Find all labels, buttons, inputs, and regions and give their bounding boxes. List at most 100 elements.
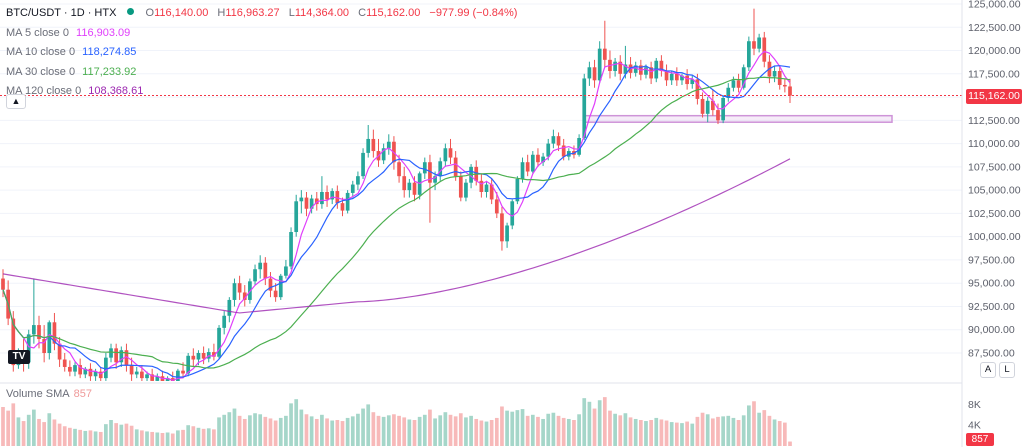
volume-bar (428, 409, 432, 446)
candle-body (222, 315, 227, 328)
candle-body (196, 353, 201, 360)
collapse-legend-chevron-icon[interactable]: ▲ (6, 94, 26, 109)
volume-bar (253, 413, 257, 446)
volume-bar (417, 416, 422, 446)
volume-value: 857 (73, 388, 92, 400)
candle-body (340, 203, 345, 211)
candlesticks (1, 8, 792, 381)
candle-body (37, 325, 41, 340)
volume-bar (407, 419, 412, 446)
candle-body (530, 154, 535, 172)
volume-bar (392, 414, 396, 446)
volume-bar (716, 416, 720, 446)
volume-bar (366, 404, 371, 446)
volume-bar (104, 424, 108, 446)
volume-bar (587, 401, 592, 446)
volume-bar (479, 420, 484, 446)
candle-body (366, 138, 371, 153)
volume-legend[interactable]: Volume SMA 857 (6, 388, 92, 400)
candle-body (685, 75, 689, 85)
candle-body (515, 178, 520, 202)
volume-bar (217, 417, 221, 446)
candle-body (181, 370, 185, 374)
volume-bar (695, 416, 700, 446)
indicator-ma10[interactable]: MA 10 close 0 118,274.85 (6, 43, 517, 63)
candle-body (448, 148, 453, 158)
candle-body (1, 278, 5, 290)
tradingview-logo: TV (8, 350, 30, 364)
candle-body (212, 352, 216, 357)
candle-body (62, 359, 67, 367)
volume-bar (299, 409, 304, 446)
indicator-label: MA 30 close 0 (6, 65, 76, 78)
candle-body (263, 262, 268, 279)
volume-bar (541, 418, 545, 446)
candle-body (88, 368, 93, 377)
volume-bar (757, 412, 761, 446)
volume-bar (16, 417, 21, 446)
volume-bar (98, 431, 103, 446)
volume-bar (62, 426, 67, 446)
volume-bar (674, 422, 679, 446)
volume-bar (515, 410, 520, 446)
log-scale-button[interactable]: L (999, 362, 1015, 378)
candle-body (458, 176, 463, 198)
volume-bar (443, 412, 448, 446)
volume-bar (566, 418, 571, 446)
candle-body (294, 201, 299, 233)
support-zone-rectangle[interactable] (584, 114, 893, 123)
volume-bar (762, 410, 767, 446)
volume-bar (242, 418, 247, 446)
chart-legend: BTC/USDT · 1D · HTX O116,140.00 H116,963… (6, 4, 517, 102)
price-axis[interactable]: 125,000.00 122,500.00 120,000.00 117,500.00… (968, 0, 1021, 360)
high-value: 116,963.27 (225, 7, 280, 19)
indicator-ma120[interactable]: MA 120 close 0 108,368.61 (6, 82, 517, 102)
volume-bar (700, 412, 705, 446)
volume-bar (381, 416, 386, 446)
volume-bar (206, 428, 211, 446)
candle-body (736, 80, 741, 88)
price-tick-label: 125,000.00 (968, 0, 1021, 11)
candle-body (258, 262, 263, 270)
volume-bar (433, 418, 437, 446)
indicator-ma30[interactable]: MA 30 close 0 117,233.92 (6, 63, 517, 83)
price-tick-label: 92,500.00 (968, 301, 1015, 313)
symbol-title[interactable]: BTC/USDT · 1D · HTX (6, 7, 117, 19)
volume-bar (710, 418, 715, 446)
volume-bar (608, 410, 612, 446)
volume-bar (510, 411, 515, 446)
candle-body (731, 80, 736, 88)
candle-body (397, 162, 401, 177)
volume-bar (140, 430, 144, 446)
indicator-ma5[interactable]: MA 5 close 0 116,903.09 (6, 24, 517, 44)
candle-body (57, 343, 62, 360)
volume-bar (422, 414, 427, 446)
price-tick-label: 120,000.00 (968, 45, 1021, 57)
volume-bar (618, 415, 623, 446)
candle-body (201, 353, 206, 359)
volume-bar (1, 407, 5, 446)
volume-bars (1, 397, 792, 446)
volume-bar (592, 408, 597, 446)
volume-bar (165, 432, 170, 446)
candle-body (176, 370, 180, 381)
volume-bar (474, 418, 479, 446)
ma120-line (2, 158, 791, 314)
volume-bar (294, 399, 299, 446)
candle-body (98, 371, 103, 379)
candle-body (746, 41, 751, 68)
grid-lines (0, 3, 962, 354)
volume-axis[interactable]: 8K 4K (968, 399, 981, 432)
volume-bar (68, 427, 72, 446)
volume-bar (551, 412, 556, 446)
candle-body (695, 79, 700, 99)
candle-body (613, 61, 617, 72)
auto-scale-button[interactable]: A (980, 362, 996, 378)
volume-bar (109, 420, 113, 446)
candle-body (489, 184, 494, 200)
volume-bar (11, 403, 16, 446)
volume-bar (278, 417, 283, 446)
volume-bar (597, 400, 602, 446)
volume-bar (26, 414, 31, 446)
